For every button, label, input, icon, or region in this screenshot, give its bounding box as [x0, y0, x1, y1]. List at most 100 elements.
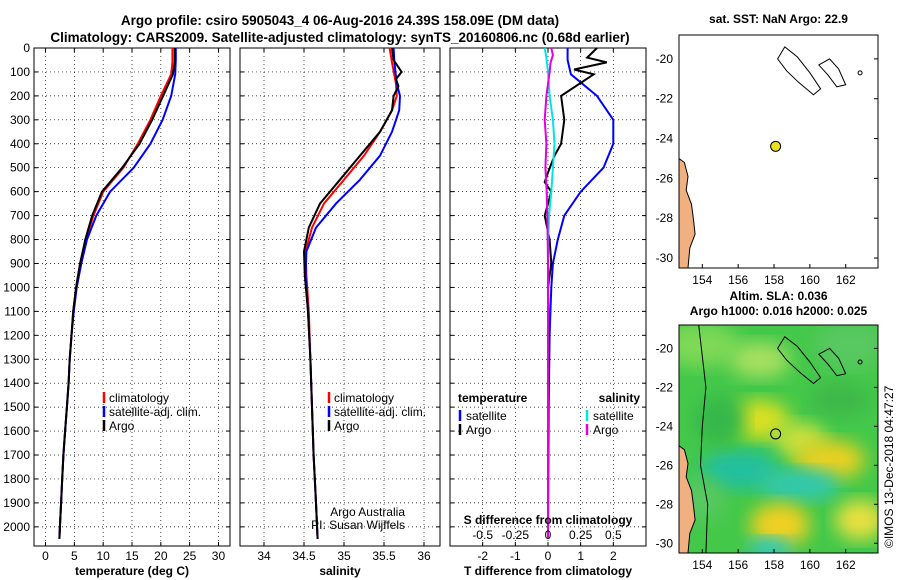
new-caledonia-outline [776, 335, 822, 385]
map-y-tick-label: -28 [656, 211, 674, 225]
x2-tick-label: 0 [545, 528, 552, 542]
reef-outline [818, 58, 847, 88]
map-x-tick-label: 160 [800, 273, 820, 287]
x2-axis-label: S difference from climatology [464, 513, 633, 527]
map-y-tick-label: -24 [656, 419, 674, 433]
series-line-temperature-satellite [547, 48, 615, 539]
sst-map-content [679, 35, 878, 268]
x-axis-label: salinity [319, 564, 361, 578]
legend-label: satellite [466, 409, 507, 423]
profile-panels: 0 5 10 15 20 25 300100200300400500600700800900… [3, 41, 647, 578]
y-tick-label: 700 [10, 209, 30, 223]
map-title: sat. SST: NaN Argo: 22.9 [709, 12, 848, 26]
annotation-text: Argo Australia [330, 505, 405, 519]
x-tick-label: 30 [212, 549, 226, 563]
map-x-tick-label: 156 [728, 273, 748, 287]
legend-label: Argo [593, 423, 619, 437]
y-tick-label: 1400 [3, 376, 30, 390]
x2-tick-label: 0.5 [605, 528, 622, 542]
x2-tick-label: 0.25 [569, 528, 593, 542]
x-tick-label: 36 [417, 549, 431, 563]
y-tick-label: 900 [10, 256, 30, 270]
sst-map: 154 156 158 160 162 -20 -22 -24 -26 -28 -30 sat. SS… [656, 12, 879, 287]
map-y-tick-label: -30 [656, 536, 674, 550]
x-tick-label: -1 [510, 549, 521, 563]
y-tick-label: 600 [10, 185, 30, 199]
x-tick-label: 10 [96, 549, 110, 563]
x2-tick-label: -0.25 [502, 528, 530, 542]
map-y-tick-label: -20 [656, 52, 674, 66]
legend-label: climatology [109, 391, 169, 405]
map-y-tick-label: -22 [656, 92, 674, 106]
island-outline [857, 359, 863, 365]
legend-label: Argo [109, 419, 135, 433]
y-tick-label: 1500 [3, 400, 30, 414]
map-x-tick-label: 162 [836, 273, 856, 287]
difference-panel: T difference from climatology temperature… [449, 47, 647, 578]
y-tick-label: 1800 [3, 472, 30, 486]
x-tick-label: -2 [477, 549, 488, 563]
y-tick-label: 100 [10, 65, 30, 79]
map-x-tick-label: 158 [764, 558, 784, 572]
legend-label: Argo [466, 423, 492, 437]
map-subtitle: Argo h1000: 0.016 h2000: 0.025 [690, 304, 868, 318]
legend-title-temperature: temperature [458, 391, 528, 405]
legend-label: climatology [334, 391, 394, 405]
x-tick-label: 1 [577, 549, 584, 563]
y-tick-label: 300 [10, 113, 30, 127]
salinity-frame [239, 47, 441, 547]
sla-map-frame [678, 324, 879, 554]
legend-label: satellite [593, 409, 634, 423]
sla-anomaly-blob [695, 395, 745, 445]
sla-anomaly-blob [730, 342, 790, 378]
sst-map-frame [678, 34, 879, 269]
map-panels: 154 156 158 160 162 -20 -22 -24 -26 -28 -30 sat. SS… [656, 12, 879, 572]
map-y-tick-label: -30 [656, 251, 674, 265]
map-x-tick-label: 160 [800, 558, 820, 572]
y-tick-label: 1100 [4, 304, 30, 318]
australia-coast [679, 445, 696, 553]
sla-map-content [679, 325, 878, 553]
map-y-tick-label: -26 [656, 458, 674, 472]
imos-credit: ©IMOS 13-Dec-2018 04:47:27 [882, 385, 896, 548]
temperature-panel: 0 5 10 15 20 25 300100200300400500600700800900… [3, 41, 231, 578]
x-tick-label: 35.5 [372, 549, 396, 563]
y-tick-label: 1200 [3, 328, 30, 342]
y-tick-label: 1900 [3, 496, 30, 510]
map-y-tick-label: -28 [656, 497, 674, 511]
y-tick-label: 1000 [3, 280, 30, 294]
sla-map: 154 156 158 160 162 -20 -22 -24 -26 -28 -30 Altim. … [656, 289, 879, 572]
legend-title-salinity: salinity [599, 391, 641, 405]
y-tick-label: 400 [10, 137, 30, 151]
x2-tick-label: -0.5 [472, 528, 493, 542]
y-tick-label: 1300 [3, 352, 30, 366]
x-tick-label: 2 [610, 549, 617, 563]
shelf-contour [698, 325, 709, 553]
y-tick-label: 1600 [3, 424, 30, 438]
y-tick-label: 500 [10, 161, 30, 175]
series-line-argo [302, 47, 403, 539]
sla-anomaly-blob [760, 469, 840, 501]
map-title: Altim. SLA: 0.036 [729, 289, 827, 303]
x-axis-label: temperature (deg C) [75, 564, 189, 578]
sla-anomaly-blob [835, 500, 878, 540]
x-tick-label: 35 [337, 549, 351, 563]
salinity-panel: 34 34.5 35 35.5 36 salinity climatologysatelli… [239, 47, 441, 578]
series-line-salinity-argo [543, 47, 554, 539]
sla-anomaly-blob [730, 400, 790, 440]
title-line-1: Argo profile: csiro 5905043_4 06-Aug-201… [120, 13, 560, 28]
sla-anomaly-blob [700, 450, 780, 490]
series-line-argo [58, 48, 176, 539]
map-x-tick-label: 162 [836, 558, 856, 572]
new-caledonia-outline [776, 46, 822, 96]
annotation-text: PI: Susan Wijffels [311, 518, 405, 532]
x-axis-label: T difference from climatology [464, 564, 632, 578]
profile-location-marker [770, 428, 782, 440]
map-y-tick-label: -20 [656, 341, 674, 355]
map-y-tick-label: -26 [656, 171, 674, 185]
legend-label: satellite-adj. clim. [109, 405, 201, 419]
x-tick-label: 15 [125, 549, 139, 563]
sla-anomaly-blob [748, 538, 792, 553]
map-x-tick-label: 156 [728, 558, 748, 572]
